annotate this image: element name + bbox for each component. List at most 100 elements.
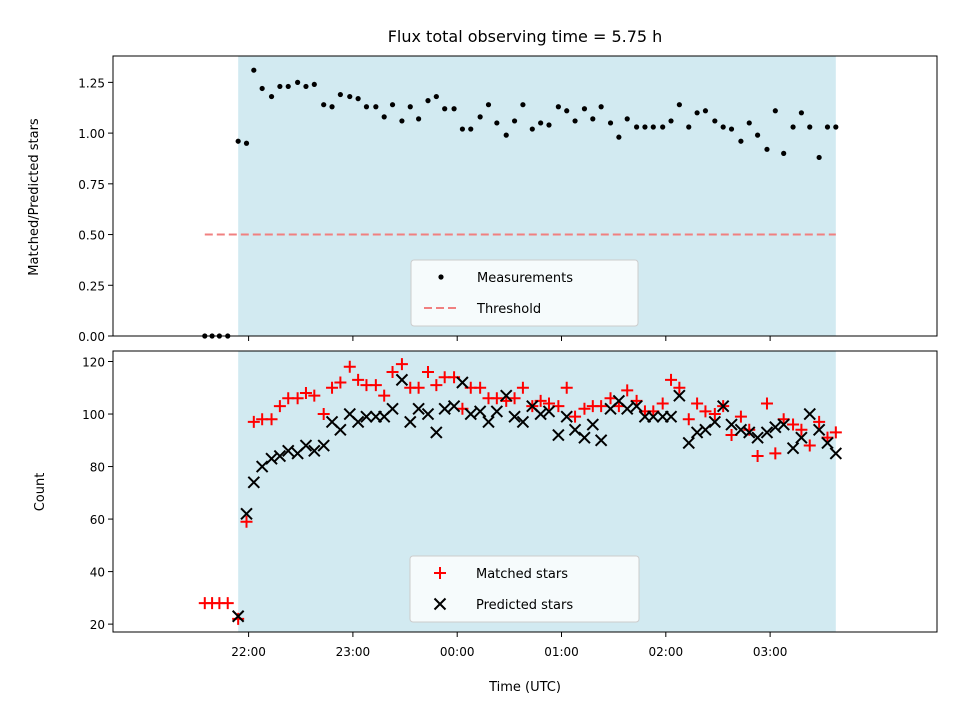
predicted-star-point	[560, 410, 573, 423]
measurement-point	[442, 106, 448, 112]
matched-star-point	[560, 381, 573, 394]
measurement-point	[616, 134, 622, 140]
legend-frame	[409, 555, 640, 623]
legend-frame	[410, 259, 639, 327]
matched-star-point	[621, 384, 634, 397]
matched-star-point	[708, 408, 721, 421]
series-predicted-stars	[231, 373, 843, 623]
ratio-legend: Measurements Threshold	[410, 259, 639, 327]
legend-label: Measurements	[477, 271, 573, 286]
matched-star-point	[699, 405, 712, 418]
predicted-star-point	[438, 402, 451, 415]
measurement-point	[590, 116, 596, 122]
measurement-point	[754, 132, 761, 138]
measurement-point	[407, 104, 413, 110]
ratio-axes-frame	[112, 55, 938, 337]
predicted-star-point	[630, 399, 643, 413]
predicted-star-point	[456, 376, 469, 389]
matched-star-point	[691, 397, 704, 410]
measurement-point	[728, 126, 735, 132]
measurement-point	[268, 93, 275, 100]
legend-marker-measurements	[438, 274, 444, 280]
predicted-star-point	[447, 399, 461, 413]
x-tick-label: 02:00	[649, 645, 684, 659]
predicted-star-point	[231, 610, 245, 623]
predicted-star-point	[734, 423, 748, 436]
matched-star-point	[317, 408, 330, 421]
measurement-point	[295, 79, 301, 85]
measurement-point	[520, 102, 526, 108]
measurement-point	[833, 124, 839, 130]
predicted-star-point	[395, 373, 409, 387]
matched-star-point	[578, 402, 591, 415]
predicted-star-point	[760, 426, 774, 439]
measurement-point	[529, 126, 535, 132]
measurement-point	[607, 120, 614, 126]
y-tick-label: 80	[90, 461, 105, 475]
predicted-star-point	[673, 389, 686, 402]
matched-star-point	[291, 392, 304, 405]
measurement-point	[243, 140, 250, 146]
predicted-star-point	[786, 441, 800, 455]
measurement-point	[564, 108, 570, 114]
measurement-point	[373, 104, 379, 110]
measurement-point	[433, 93, 439, 100]
matched-star-point	[665, 373, 678, 386]
predicted-star-point	[829, 447, 843, 460]
predicted-star-point	[821, 436, 834, 450]
y-tick-label: 60	[90, 513, 105, 527]
measurement-point	[816, 154, 822, 161]
matched-star-point	[734, 410, 747, 423]
predicted-star-point	[647, 410, 660, 423]
matched-star-point	[352, 373, 365, 386]
measurement-point	[494, 120, 500, 126]
measurement-point	[485, 102, 492, 108]
matched-star-point	[682, 413, 695, 426]
matched-star-point	[421, 366, 434, 379]
measurement-point	[285, 83, 291, 90]
matched-star-point	[308, 389, 321, 402]
predicted-star-point	[273, 449, 287, 463]
measurement-point	[798, 110, 805, 116]
predicted-star-point	[534, 407, 547, 421]
measurement-point	[235, 138, 241, 144]
measurement-point	[694, 110, 700, 116]
matched-star-point	[412, 381, 425, 394]
predicted-star-point	[725, 418, 738, 431]
predicted-star-point	[421, 407, 435, 421]
matched-star-point	[265, 413, 278, 426]
count-axes-frame	[112, 350, 938, 633]
y-tick-label: 0.00	[78, 330, 105, 344]
predicted-star-point	[568, 423, 582, 436]
measurement-point	[329, 104, 335, 110]
y-tick-label: 0.75	[78, 178, 105, 192]
measurement-point	[676, 102, 682, 108]
matched-star-point	[343, 360, 356, 373]
predicted-star-point	[682, 436, 695, 450]
measurement-point	[781, 150, 787, 156]
measurement-point	[503, 132, 509, 138]
measurement-point	[477, 114, 483, 120]
matched-star-point	[395, 358, 408, 371]
matched-star-point	[299, 387, 312, 400]
matched-star-point	[569, 410, 582, 423]
measurement-point	[634, 124, 640, 130]
legend-label: Matched stars	[476, 567, 568, 582]
legend-marker-matched	[434, 567, 446, 579]
measurement-point	[321, 102, 327, 108]
predicted-star-point	[308, 444, 321, 458]
chart-title: Flux total observing time = 5.75 h	[388, 27, 663, 46]
y-tick-label: 1.25	[78, 76, 105, 90]
predicted-star-point	[621, 402, 634, 415]
predicted-star-point	[795, 431, 808, 444]
matched-star-point	[221, 597, 234, 610]
x-tick-label: 01:00	[544, 645, 579, 659]
predicted-star-point	[812, 423, 826, 436]
count-legend: Matched stars Predicted stars	[409, 555, 640, 623]
measurement-point	[538, 120, 544, 126]
predicted-star-point	[699, 423, 712, 436]
predicted-star-point	[299, 439, 313, 452]
measurement-point	[416, 116, 422, 122]
matched-star-point	[795, 423, 808, 436]
